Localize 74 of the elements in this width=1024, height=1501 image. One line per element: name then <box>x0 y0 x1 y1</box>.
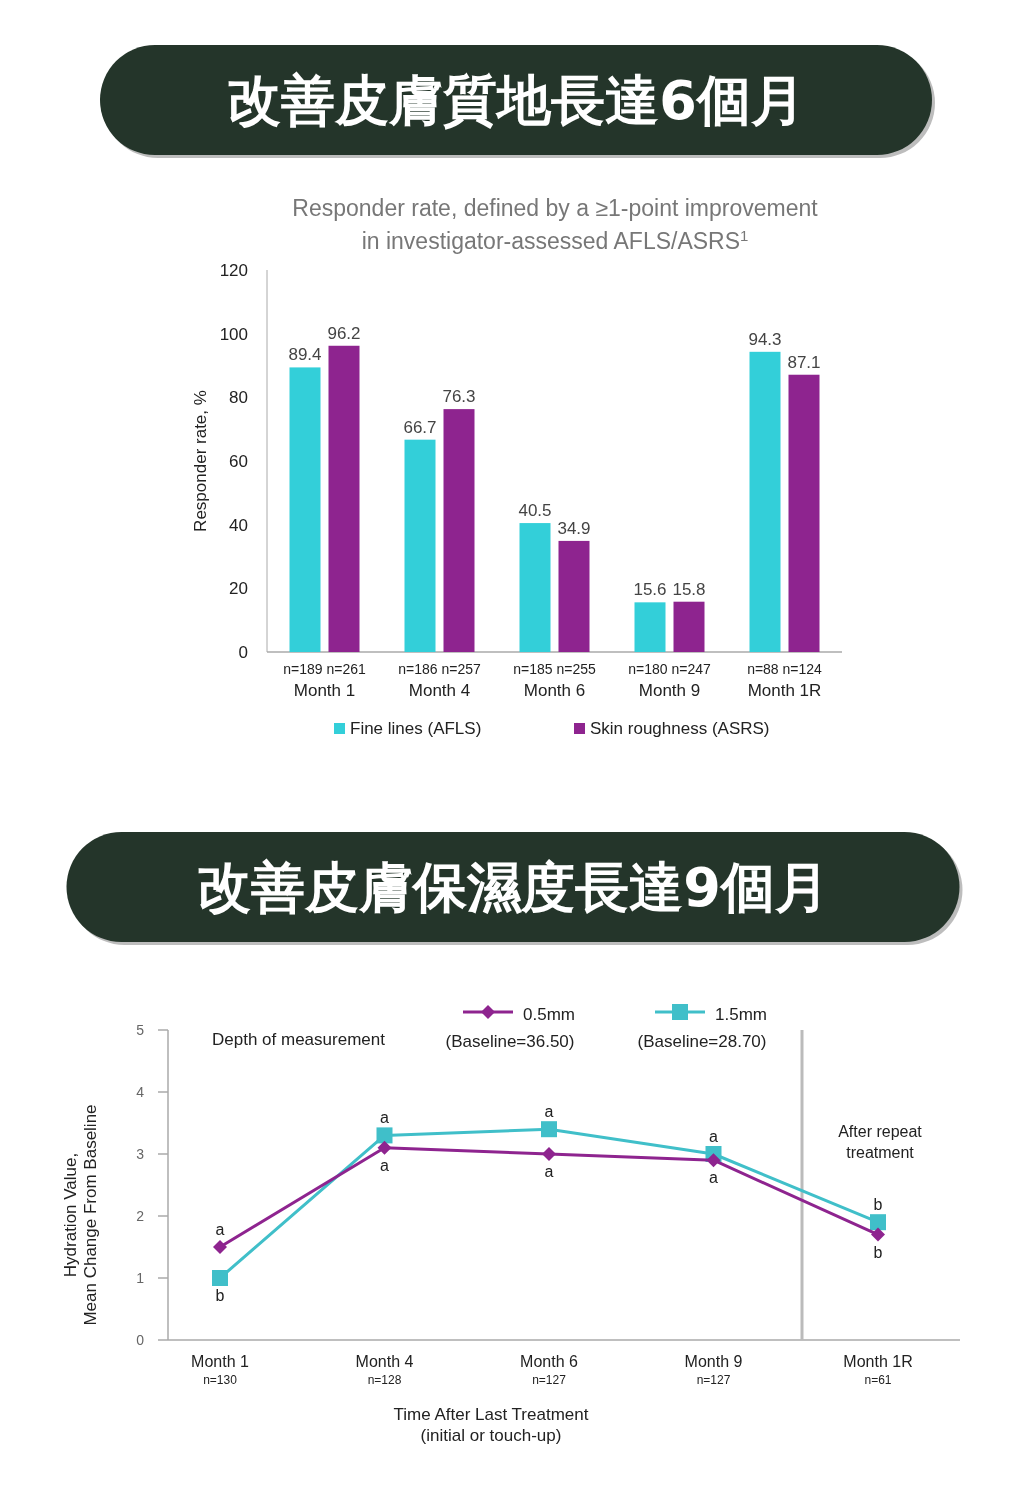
data-label: 89.4 <box>288 345 322 365</box>
legend-label: 0.5mm (Baseline=36.50) <box>445 1005 575 1051</box>
chart-title: 改善皮膚保濕度長達9個月 <box>197 856 829 919</box>
bar <box>289 367 321 652</box>
legend-label: 1.5mm (Baseline=28.70) <box>637 1005 767 1051</box>
bar <box>673 601 705 652</box>
y-tick-label: 2 <box>136 1208 145 1224</box>
point <box>541 1121 557 1138</box>
point <box>213 1240 227 1254</box>
y-tick-label: 0 <box>238 643 248 662</box>
y-tick-label: 120 <box>219 261 248 280</box>
data-label: 87.1 <box>787 352 821 372</box>
chart-subtitle: Responder rate, defined by a ≥1-point improvement in investigator-assessed AFLS/ASRS$^{1}$ <box>292 195 819 254</box>
y-axis-title: Hydration Value, Mean Change From Baseline <box>61 1104 100 1326</box>
x-tick-label: Month 1R n=61 <box>843 1353 913 1387</box>
data-label: 15.8 <box>672 579 706 599</box>
bar <box>634 602 666 652</box>
point <box>542 1147 556 1161</box>
x-tick-label: n=186 n=257 Month 4 <box>398 661 481 700</box>
y-tick-label: 1 <box>136 1270 145 1286</box>
annotation: a <box>380 1109 390 1127</box>
data-label: 34.9 <box>557 518 591 538</box>
x-tick-label: n=88 n=124 Month 1R <box>747 661 823 700</box>
x-tick-label: n=189 n=261 Month 1 <box>283 661 366 700</box>
bar <box>404 439 436 652</box>
point <box>377 1140 392 1155</box>
x-tick-label: n=185 n=255 Month 6 <box>513 661 596 700</box>
bar <box>749 351 781 652</box>
annotation: a <box>544 1163 554 1180</box>
bar <box>443 409 475 652</box>
x-tick-label: n=180 n=247 Month 9 <box>628 661 711 700</box>
chart-title: 改善皮膚質地長達6個月 <box>227 69 805 132</box>
annotation: a <box>709 1128 719 1145</box>
x-tick-label: Month 1 n=130 <box>191 1353 250 1387</box>
data-label: 40.5 <box>518 501 552 521</box>
x-axis-title: Time After Last Treatment (initial or touch-up) <box>393 1405 589 1445</box>
point <box>871 1227 885 1242</box>
y-tick-label: 4 <box>136 1084 145 1100</box>
x-tick-label: Month 9 n=127 <box>684 1353 743 1387</box>
bar <box>519 523 551 652</box>
data-label: 15.6 <box>633 580 667 600</box>
legend-label: Skin roughness (ASRS) <box>590 719 770 738</box>
annotation: a <box>380 1156 390 1174</box>
legend-title: Depth of measurement <box>212 1030 386 1049</box>
y-tick-label: 0 <box>136 1332 145 1348</box>
annotation: a <box>215 1221 225 1238</box>
point <box>376 1127 393 1144</box>
legend-label: Fine lines (AFLS) <box>350 719 482 738</box>
y-tick-label: 80 <box>229 388 248 408</box>
point <box>706 1153 721 1168</box>
y-tick-label: 5 <box>136 1022 145 1038</box>
x-tick-label: Month 6 n=127 <box>520 1353 579 1387</box>
annotation: b <box>215 1287 225 1304</box>
data-label: 94.3 <box>748 329 782 349</box>
bar <box>788 374 820 652</box>
y-tick-label: 60 <box>229 452 248 471</box>
data-label: 66.7 <box>403 417 437 437</box>
bar <box>328 345 360 652</box>
data-label: 96.2 <box>327 323 361 343</box>
bar <box>558 540 590 652</box>
x-tick-label: Month 4 n=128 <box>355 1353 414 1387</box>
annotation: a <box>544 1103 554 1121</box>
y-axis-title: Responder rate, % <box>191 390 210 532</box>
y-tick-label: 3 <box>136 1146 145 1162</box>
point <box>870 1214 886 1231</box>
annotation: b <box>873 1243 883 1261</box>
annotation: b <box>873 1196 883 1214</box>
y-tick-label: 20 <box>229 579 248 599</box>
y-tick-label: 40 <box>229 515 248 535</box>
annotation: After repeat treatment <box>838 1123 923 1161</box>
point <box>212 1270 228 1286</box>
annotation: a <box>709 1169 719 1187</box>
data-label: 76.3 <box>442 387 476 407</box>
y-tick-label: 100 <box>219 324 248 344</box>
